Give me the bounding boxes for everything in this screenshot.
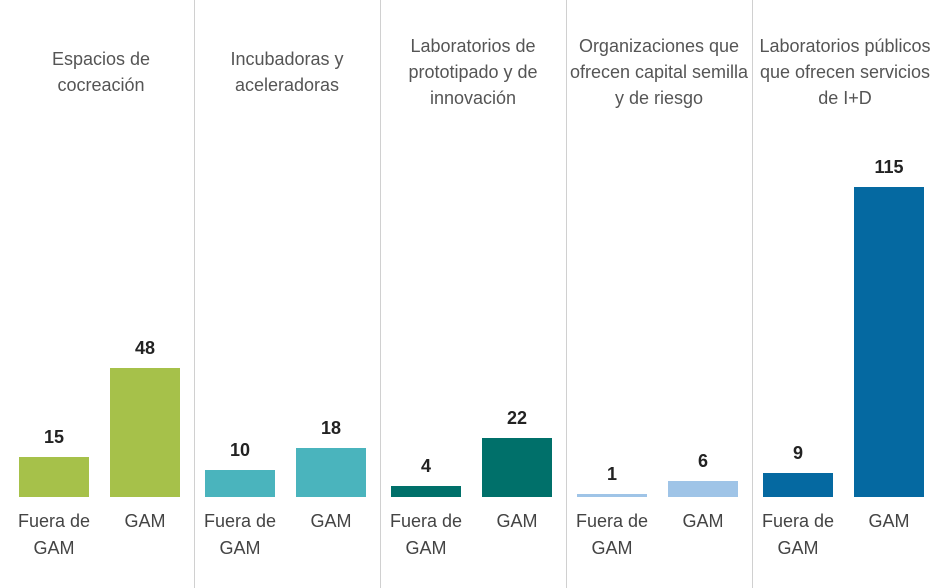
category-label: Fuera de GAM: [761, 511, 835, 558]
panel-title: Espacios de cocreación: [51, 49, 151, 95]
bar: [854, 187, 924, 497]
value-label: 6: [697, 450, 708, 471]
value-label: 4: [420, 456, 431, 477]
bar: [19, 456, 89, 497]
value-label: 115: [874, 157, 904, 177]
bar: [763, 472, 833, 497]
panel-divider: [566, 0, 567, 588]
panel-title: Incubadoras y aceleradoras: [230, 49, 344, 95]
panel-divider: [194, 0, 195, 588]
bar: [205, 470, 275, 497]
category-label: Fuera de GAM: [17, 511, 91, 558]
category-label: GAM: [310, 511, 352, 531]
category-label: Fuera de GAM: [389, 511, 463, 558]
category-label: GAM: [682, 511, 724, 531]
value-label: 1: [606, 464, 617, 485]
value-label: 9: [792, 442, 803, 463]
bar: [296, 448, 366, 497]
value-label: 22: [506, 407, 528, 428]
category-label: GAM: [496, 511, 538, 531]
value-label: 15: [43, 426, 65, 447]
category-label: Fuera de GAM: [575, 511, 649, 558]
value-label: 48: [134, 337, 156, 358]
bar: [577, 494, 647, 497]
bar: [110, 367, 180, 497]
bar: [391, 486, 461, 497]
panel-divider: [752, 0, 753, 588]
value-label: 10: [229, 440, 251, 461]
panel-title: Laboratorios de prototipado y de innovac…: [408, 36, 538, 108]
value-label: 18: [320, 418, 342, 439]
panel-title: Laboratorios públicos que ofrecen servic…: [759, 36, 931, 108]
category-label: GAM: [124, 511, 166, 531]
bar: [668, 480, 738, 497]
category-label: Fuera de GAM: [203, 511, 277, 558]
category-label: GAM: [868, 511, 910, 531]
bar: [482, 437, 552, 497]
panel-divider: [380, 0, 381, 588]
panel-title: Organizaciones que ofrecen capital semil…: [569, 36, 749, 108]
